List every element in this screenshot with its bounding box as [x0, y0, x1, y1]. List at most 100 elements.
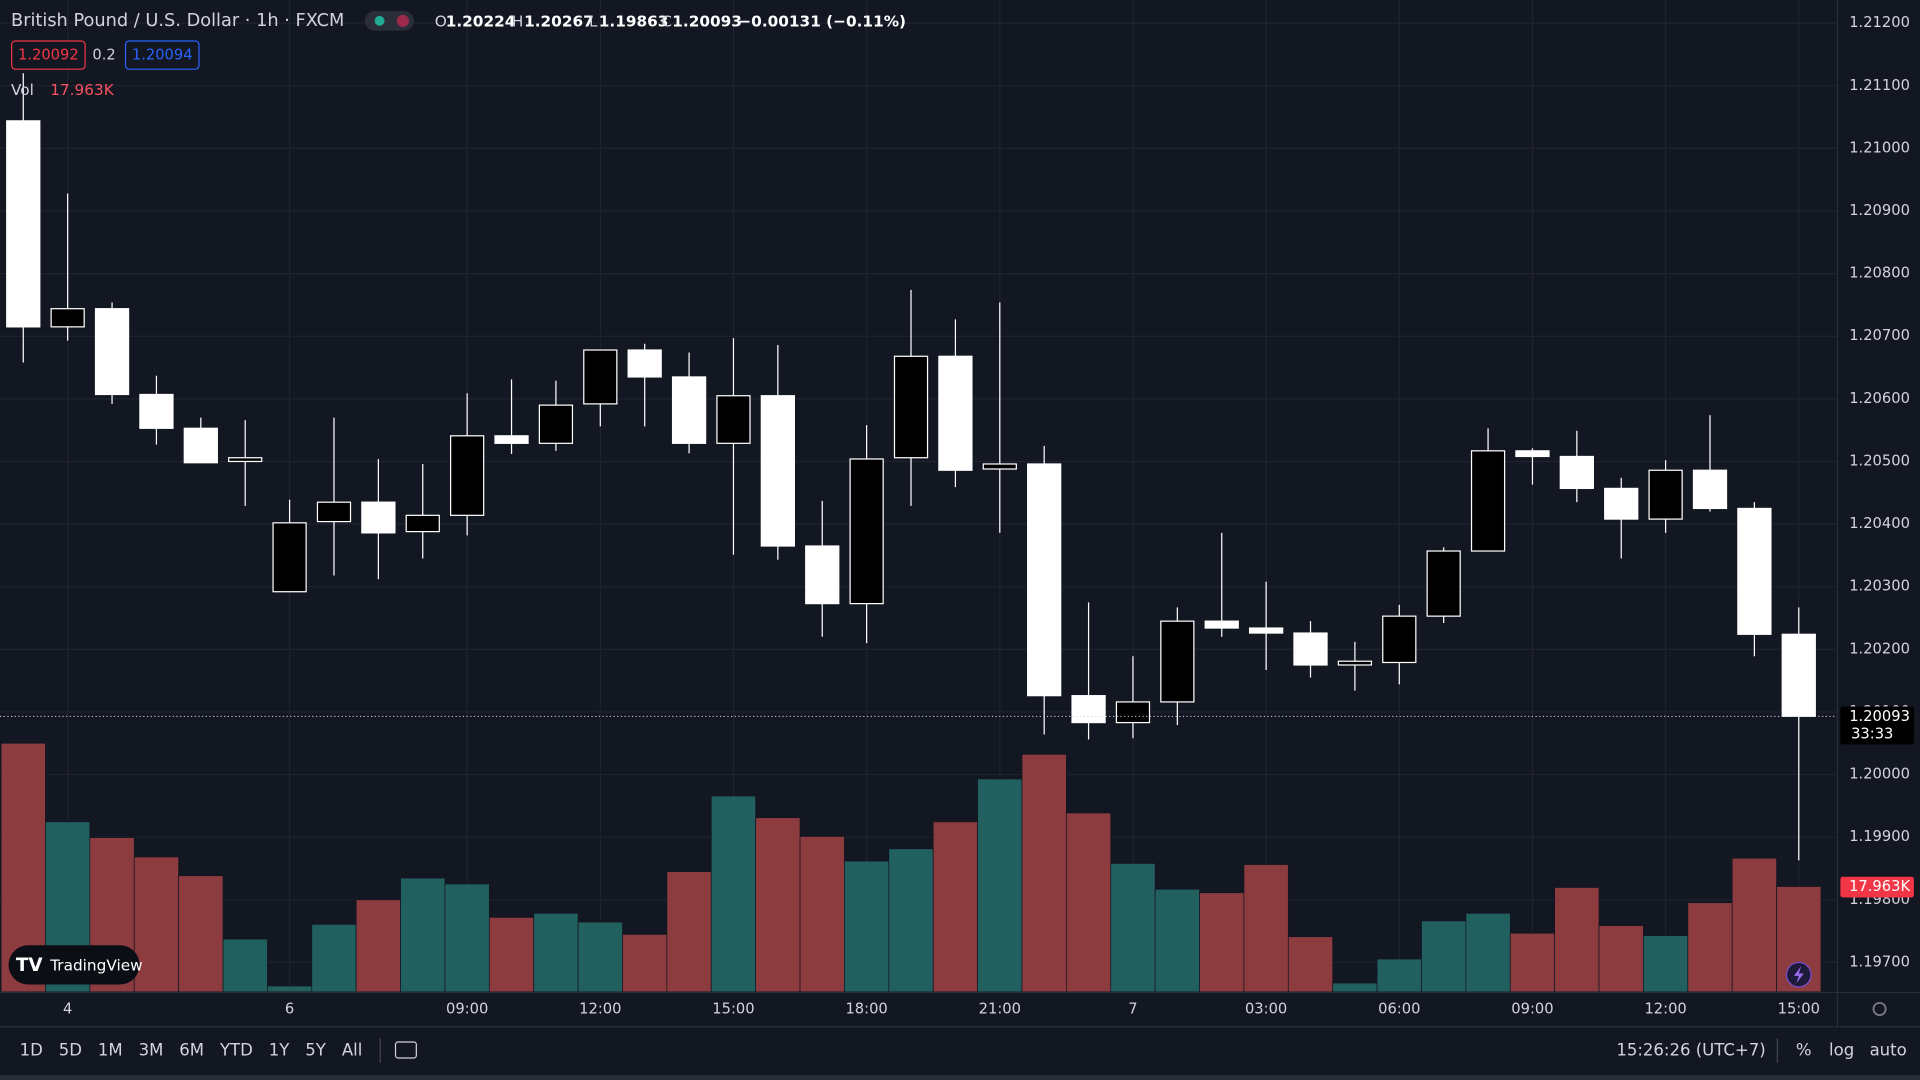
candle-body: [1027, 463, 1062, 697]
volume-bar: [622, 934, 668, 993]
volume-bar: [977, 778, 1023, 993]
candle-body: [183, 427, 218, 464]
volume-bar: [844, 860, 890, 993]
x-tick-label: 09:00: [1511, 1001, 1553, 1018]
last-price-box: [1840, 706, 1914, 745]
clock: 15:26:26 (UTC+7): [1616, 1041, 1765, 1060]
volume-pane: [0, 742, 1822, 993]
logo-text: TradingView: [49, 957, 142, 975]
logo-badge[interactable]: [8, 945, 140, 985]
x-tick-label: 4: [63, 1001, 72, 1018]
logo-mark: TV: [16, 955, 44, 976]
volume-bar: [133, 856, 179, 993]
volume-bar: [1021, 753, 1067, 993]
y-tick-label: 1.20200: [1849, 640, 1910, 657]
candle-body: [1337, 660, 1373, 666]
volume-bar: [932, 821, 978, 993]
range-button[interactable]: All: [342, 1041, 362, 1060]
candle-body: [1248, 627, 1284, 634]
candle-body: [760, 395, 795, 547]
candle-body: [1115, 701, 1151, 724]
range-button[interactable]: 5Y: [305, 1041, 327, 1060]
x-tick-label: 6: [285, 1001, 294, 1018]
candle-body: [716, 395, 751, 444]
candles: [6, 73, 1816, 861]
date-range-icon[interactable]: [394, 1041, 417, 1059]
volume-bar: [1287, 936, 1334, 993]
high-value: 1.20267: [524, 13, 594, 31]
y-tick-label: 1.20000: [1849, 766, 1910, 783]
candle-body: [1737, 507, 1772, 635]
volume-bar: [1687, 902, 1733, 993]
volume-axis-label: 17.963K: [1849, 878, 1910, 895]
change-value: −0.00131 (−0.11%): [738, 13, 906, 31]
volume-bar: [755, 817, 801, 993]
x-tick-label: 06:00: [1378, 1001, 1420, 1018]
open-label: O: [435, 13, 447, 31]
low-label: L: [589, 13, 598, 31]
y-tick-label: 1.20400: [1849, 515, 1910, 532]
range-button[interactable]: 3M: [139, 1041, 164, 1060]
candle-body: [538, 404, 574, 444]
bottom-edge: [0, 1075, 1920, 1080]
candle-body: [450, 435, 485, 516]
volume-bar: [1509, 932, 1556, 993]
volume-bar: [1554, 887, 1600, 993]
bid-box[interactable]: [11, 40, 86, 70]
volume-bar: [267, 985, 313, 993]
candle-body: [1470, 450, 1506, 552]
candle-body: [1559, 455, 1594, 490]
x-tick-label: 21:00: [979, 1001, 1021, 1018]
candle-body: [1604, 487, 1639, 520]
x-tick-label: 12:00: [579, 1001, 621, 1018]
y-tick-label: 1.19700: [1849, 953, 1910, 970]
status-dot: [396, 14, 409, 27]
range-button[interactable]: 1Y: [269, 1041, 291, 1060]
auto-toggle[interactable]: auto: [1870, 1041, 1907, 1060]
percent-toggle[interactable]: %: [1796, 1041, 1812, 1060]
candle-body: [938, 355, 973, 471]
close-value: 1.20093: [672, 13, 742, 31]
volume-bar: [710, 795, 757, 993]
range-button[interactable]: 1D: [20, 1041, 43, 1060]
volume-bar: [1731, 857, 1777, 993]
x-tick-label: 12:00: [1644, 1001, 1686, 1018]
lightning: [1793, 966, 1804, 984]
volume-bar: [1421, 920, 1467, 993]
low-value: 1.19863: [599, 13, 669, 31]
range-button[interactable]: 1M: [98, 1041, 123, 1060]
close-label: C: [661, 13, 672, 31]
log-toggle[interactable]: log: [1829, 1041, 1854, 1060]
volume-bar: [355, 899, 401, 993]
ask-box[interactable]: [124, 40, 200, 70]
y-tick-label: 1.21100: [1849, 77, 1910, 94]
x-tick-label: 15:00: [712, 1001, 754, 1018]
high-label: H: [512, 13, 524, 31]
y-tick-label: 1.21200: [1849, 14, 1910, 31]
candle-body: [805, 545, 840, 605]
volume-bar: [1066, 812, 1112, 993]
y-tick-label: 1.20900: [1849, 202, 1910, 219]
volume-bar: [1110, 863, 1156, 993]
volume-bar: [1598, 925, 1644, 993]
candle-body: [228, 457, 263, 463]
candle-body: [50, 308, 85, 328]
x-tick-label: 03:00: [1245, 1001, 1287, 1018]
volume-bar: [222, 938, 268, 993]
volume-bar: [400, 877, 446, 993]
range-button[interactable]: YTD: [219, 1041, 253, 1060]
range-button[interactable]: 6M: [179, 1041, 204, 1060]
volume-bar: [888, 848, 934, 993]
y-tick-label: 1.20700: [1849, 327, 1910, 344]
volume-label: Vol: [11, 81, 34, 99]
candle-body: [1293, 632, 1328, 666]
y-tick-label: 1.20300: [1849, 578, 1910, 595]
settings-icon[interactable]: [1872, 1001, 1887, 1017]
candle-body: [361, 501, 396, 534]
range-button[interactable]: 5D: [59, 1041, 82, 1060]
volume-value: 17.963K: [50, 81, 115, 99]
candle-body: [6, 120, 41, 328]
status-dot: [374, 15, 385, 26]
candle-body: [893, 355, 929, 459]
